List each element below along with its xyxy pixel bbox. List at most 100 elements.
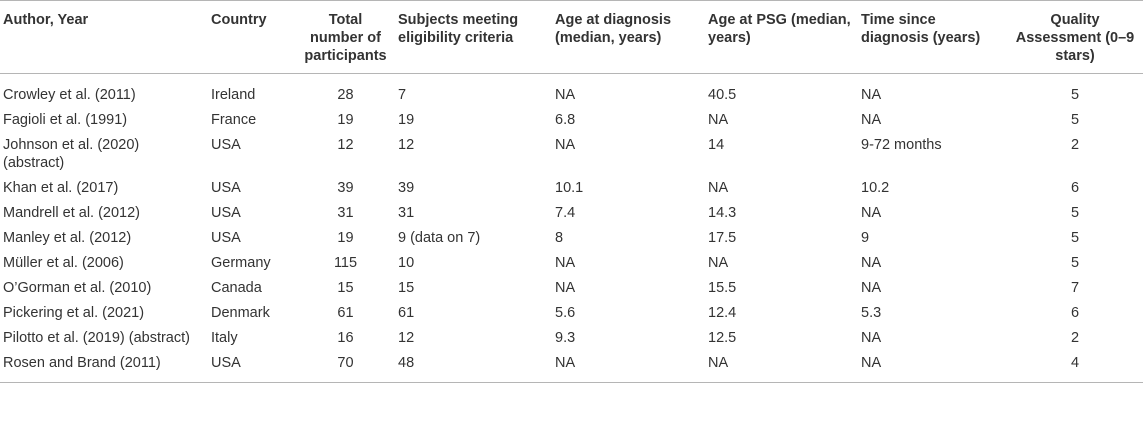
cell-age-at-psg: NA <box>708 180 729 196</box>
cell-time-since-diagnosis: 10.2 <box>861 180 890 196</box>
cell-country: Denmark <box>211 305 270 321</box>
header-country: Country <box>211 12 267 28</box>
table-row: Pickering et al. (2021) Denmark 61 61 5.6 12.… <box>0 301 1143 326</box>
table-row: O’Gorman et al. (2010) Canada 15 15 NA 15.5 NA… <box>0 276 1143 301</box>
cell-total-participants: 31 <box>337 205 354 221</box>
cell-subjects-eligible: 61 <box>398 305 415 321</box>
cell-age-at-diagnosis: 7.4 <box>555 205 576 221</box>
cell-quality-assessment: 5 <box>1070 205 1080 221</box>
cell-time-since-diagnosis: NA <box>861 255 882 271</box>
table-row: Crowley et al. (2011) Ireland 28 7 NA 40.5 NA 5 <box>0 74 1143 109</box>
cell-time-since-diagnosis: NA <box>861 280 882 296</box>
cell-quality-assessment: 6 <box>1070 180 1080 196</box>
header-total-participants: Total number of participants <box>304 12 387 64</box>
cell-quality-assessment: 5 <box>1070 87 1080 103</box>
header-quality-assessment: Quality Assessment (0–9 stars) <box>1015 12 1135 64</box>
cell-total-participants: 12 <box>337 137 354 153</box>
cell-author-year: Khan et al. (2017) <box>3 180 119 196</box>
cell-subjects-eligible: 48 <box>398 355 415 371</box>
cell-age-at-psg: 17.5 <box>708 230 737 246</box>
cell-author-year: Manley et al. (2012) <box>3 230 132 246</box>
cell-age-at-psg: 14.3 <box>708 205 737 221</box>
cell-age-at-diagnosis: 5.6 <box>555 305 576 321</box>
cell-country: USA <box>211 230 241 246</box>
cell-country: France <box>211 112 257 128</box>
cell-author-year: Pickering et al. (2021) <box>3 305 145 321</box>
cell-author-year: Rosen and Brand (2011) <box>3 355 161 371</box>
cell-age-at-diagnosis: 10.1 <box>555 180 584 196</box>
cell-author-year: Müller et al. (2006) <box>3 255 124 271</box>
cell-time-since-diagnosis: 9 <box>861 230 870 246</box>
cell-country: USA <box>211 137 241 153</box>
cell-age-at-psg: 12.5 <box>708 330 737 346</box>
cell-country: Canada <box>211 280 262 296</box>
cell-subjects-eligible: 9 (data on 7) <box>398 230 481 246</box>
cell-country: Germany <box>211 255 271 271</box>
cell-total-participants: 115 <box>333 255 358 271</box>
cell-country: USA <box>211 205 241 221</box>
cell-age-at-diagnosis: 8 <box>555 230 564 246</box>
cell-subjects-eligible: 31 <box>398 205 415 221</box>
cell-age-at-diagnosis: NA <box>555 137 576 153</box>
header-subjects-eligible: Subjects meeting eligibility criteria <box>398 12 519 46</box>
cell-time-since-diagnosis: NA <box>861 205 882 221</box>
cell-age-at-psg: NA <box>708 355 729 371</box>
cell-age-at-psg: NA <box>708 112 729 128</box>
table-row: Müller et al. (2006) Germany 115 10 NA NA NA 5 <box>0 251 1143 276</box>
cell-total-participants: 15 <box>337 280 354 296</box>
cell-subjects-eligible: 10 <box>398 255 415 271</box>
cell-total-participants: 39 <box>337 180 354 196</box>
cell-age-at-psg: 15.5 <box>708 280 737 296</box>
cell-age-at-psg: NA <box>708 255 729 271</box>
cell-quality-assessment: 7 <box>1070 280 1080 296</box>
cell-quality-assessment: 5 <box>1070 112 1080 128</box>
study-characteristics-table: Author, Year Country Total number of par… <box>0 0 1143 383</box>
table-row: Rosen and Brand (2011) USA 70 48 NA NA NA 4 <box>0 351 1143 383</box>
cell-time-since-diagnosis: NA <box>861 112 882 128</box>
cell-age-at-diagnosis: 6.8 <box>555 112 576 128</box>
table-row: Mandrell et al. (2012) USA 31 31 7.4 14.3 NA 5 <box>0 201 1143 226</box>
cell-subjects-eligible: 12 <box>398 330 415 346</box>
cell-subjects-eligible: 39 <box>398 180 415 196</box>
cell-age-at-diagnosis: NA <box>555 255 576 271</box>
cell-subjects-eligible: 7 <box>398 87 407 103</box>
cell-quality-assessment: 5 <box>1070 230 1080 246</box>
cell-total-participants: 70 <box>337 355 354 371</box>
cell-subjects-eligible: 12 <box>398 137 415 153</box>
table-header-row: Author, Year Country Total number of par… <box>0 0 1143 74</box>
cell-quality-assessment: 2 <box>1070 137 1080 153</box>
cell-time-since-diagnosis: NA <box>861 330 882 346</box>
table-row: Fagioli et al. (1991) France 19 19 6.8 NA NA 5 <box>0 108 1143 133</box>
table-row: Manley et al. (2012) USA 19 9 (data on 7) 8 1… <box>0 226 1143 251</box>
cell-quality-assessment: 5 <box>1070 255 1080 271</box>
cell-subjects-eligible: 15 <box>398 280 415 296</box>
cell-time-since-diagnosis: 5.3 <box>861 305 882 321</box>
cell-total-participants: 61 <box>337 305 354 321</box>
cell-age-at-diagnosis: NA <box>555 87 576 103</box>
cell-time-since-diagnosis: NA <box>861 355 882 371</box>
cell-total-participants: 16 <box>337 330 354 346</box>
table-row: Khan et al. (2017) USA 39 39 10.1 NA 10.2 6 <box>0 176 1143 201</box>
cell-time-since-diagnosis: NA <box>861 87 882 103</box>
cell-age-at-psg: 12.4 <box>708 305 737 321</box>
cell-author-year: Fagioli et al. (1991) <box>3 112 128 128</box>
table-body: Crowley et al. (2011) Ireland 28 7 NA 40.5 NA 5… <box>0 74 1143 383</box>
cell-quality-assessment: 4 <box>1070 355 1080 371</box>
cell-total-participants: 19 <box>337 112 354 128</box>
cell-quality-assessment: 2 <box>1070 330 1080 346</box>
cell-total-participants: 19 <box>337 230 354 246</box>
cell-author-year: Crowley et al. (2011) <box>3 87 136 103</box>
cell-country: USA <box>211 180 241 196</box>
table-row: Pilotto et al. (2019) (abstract) Italy 16 1… <box>0 326 1143 351</box>
table-row: Johnson et al. (2020) (abstract) USA 12 12 N… <box>0 133 1143 176</box>
cell-age-at-diagnosis: NA <box>555 355 576 371</box>
cell-time-since-diagnosis: 9-72 months <box>861 137 942 153</box>
cell-quality-assessment: 6 <box>1070 305 1080 321</box>
header-author-year: Author, Year <box>3 12 89 28</box>
cell-age-at-diagnosis: 9.3 <box>555 330 576 346</box>
cell-author-year: Mandrell et al. (2012) <box>3 205 141 221</box>
cell-country: Ireland <box>211 87 256 103</box>
cell-total-participants: 28 <box>337 87 354 103</box>
cell-author-year: Johnson et al. (2020) (abstract) <box>3 137 140 171</box>
